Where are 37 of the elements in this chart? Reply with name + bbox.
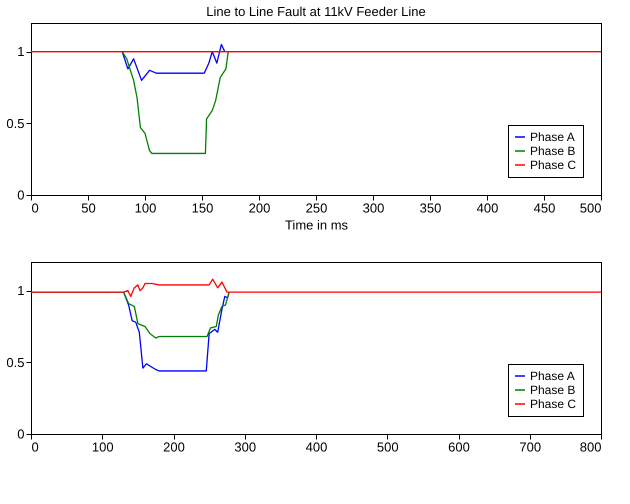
x-tick-label: 0 (32, 200, 39, 216)
legend-label: Phase A (530, 369, 575, 383)
line-series (30, 278, 602, 298)
x-tick-label: 800 (580, 440, 602, 454)
y-tick-label: 1 (17, 283, 24, 298)
legend-label: Phase B (530, 383, 576, 397)
x-tick-label: 200 (248, 200, 270, 216)
x-tick-label: 700 (519, 440, 542, 454)
y-tick-label: 0 (17, 426, 24, 442)
x-tick-label: 500 (376, 440, 399, 454)
legend-label: Phase C (530, 397, 576, 411)
x-tick-label: 400 (476, 200, 498, 216)
y-tick-label: 0 (17, 188, 24, 202)
x-tick-label: 450 (534, 200, 556, 216)
legend-label: Phase B (530, 144, 576, 158)
x-tick-label: 250 (306, 200, 328, 216)
x-tick-label: 100 (134, 200, 156, 216)
x-tick-label: 50 (81, 200, 96, 216)
x-tick-label: 300 (362, 200, 384, 216)
x-tick-label: 150 (192, 200, 214, 216)
x-tick-label: 100 (92, 440, 114, 454)
line-series (122, 51, 229, 154)
x-tick-label: 350 (420, 200, 442, 216)
legend-label: Phase A (530, 130, 575, 144)
x-tick-label: 500 (580, 200, 602, 216)
x-tick-label: 0 (32, 440, 39, 454)
line-series (122, 44, 226, 81)
x-tick-label: 400 (306, 440, 328, 454)
y-tick-label: 0.5 (6, 116, 24, 131)
x-tick-label: 300 (234, 440, 256, 454)
y-tick-label: 0.5 (6, 354, 24, 370)
x-tick-label: 600 (448, 440, 470, 454)
x-axis-title: Time in ms (284, 218, 349, 232)
legend-label: Phase C (530, 158, 576, 172)
x-tick-label: 200 (163, 440, 185, 454)
chart-title: Line to Line Fault at 11kV Feeder Line (206, 4, 426, 19)
y-tick-label: 1 (17, 44, 24, 60)
